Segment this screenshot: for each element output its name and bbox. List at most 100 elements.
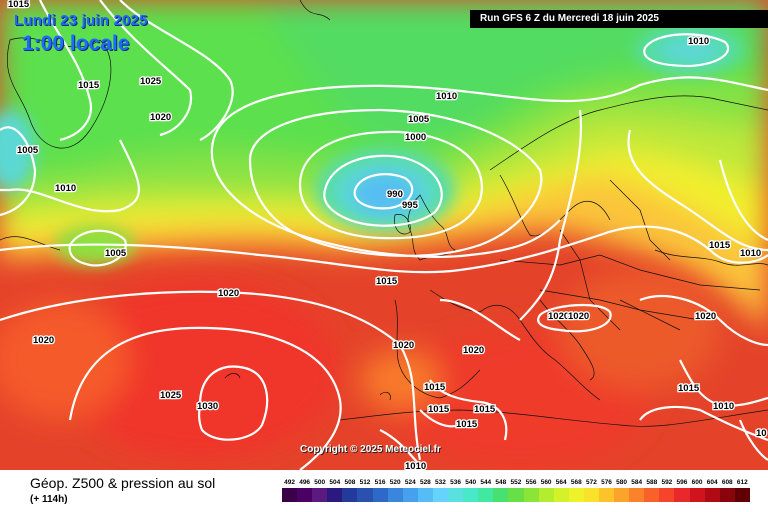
color-scale-label: 492 bbox=[284, 479, 295, 486]
color-scale-label: 556 bbox=[525, 479, 537, 486]
color-scale-label: 520 bbox=[389, 479, 401, 486]
isobar-label: 1005 bbox=[105, 248, 127, 259]
isobar-label: 1020 bbox=[695, 311, 716, 322]
color-scale-swatch bbox=[553, 488, 569, 502]
color-scale-swatch bbox=[568, 488, 584, 502]
color-scale-label: 532 bbox=[435, 479, 446, 486]
isobar-label: 990 bbox=[387, 189, 403, 200]
weather-map: 1015 1015 1025 1020 1005 1010 1010 1010 … bbox=[0, 0, 768, 470]
isobar-label: 1015 bbox=[424, 382, 446, 393]
forecast-time: 1:00 locale bbox=[22, 32, 130, 55]
color-scale-label: 580 bbox=[616, 479, 628, 486]
color-scale-swatch bbox=[372, 488, 388, 502]
color-scale-swatch bbox=[644, 488, 660, 502]
color-scale-label: 528 bbox=[419, 479, 431, 486]
color-scale-label: 564 bbox=[555, 479, 567, 486]
isobar-label: 1020 bbox=[568, 311, 589, 322]
color-scale-swatch bbox=[598, 488, 615, 502]
color-scale-swatch bbox=[674, 488, 690, 502]
isobar-label: 1010 bbox=[436, 91, 457, 102]
color-scale-label: 540 bbox=[465, 479, 477, 486]
isobar-label: 1020 bbox=[548, 311, 569, 322]
isobar-label: 1025 bbox=[140, 76, 162, 87]
isobar-label: 1020 bbox=[33, 335, 54, 346]
isobar-label: 1020 bbox=[218, 288, 239, 299]
color-scale-label: 596 bbox=[676, 479, 688, 486]
isobar-1010 bbox=[213, 76, 768, 136]
color-scale-label: 504 bbox=[329, 479, 341, 486]
color-scale-label: 548 bbox=[495, 479, 507, 486]
color-scale-label: 588 bbox=[646, 479, 658, 486]
isobar-label: 1020 bbox=[150, 112, 171, 123]
color-scale-label: 500 bbox=[314, 479, 326, 486]
isobar-label: 1015 bbox=[456, 419, 478, 430]
color-scale-label: 524 bbox=[404, 479, 416, 486]
isobar-1005 bbox=[248, 108, 543, 257]
color-scale-swatch bbox=[629, 488, 645, 502]
color-scale-label: 508 bbox=[344, 479, 356, 486]
color-scale: 492 496 500 504 508 512 516 520 524 528 532 536 540 5… bbox=[282, 478, 750, 502]
map-canvas: 1015 1015 1025 1020 1005 1010 1010 1010 … bbox=[0, 0, 768, 470]
color-scale-swatch bbox=[282, 488, 298, 502]
forecast-lead-time: (+ 114h) bbox=[30, 494, 68, 505]
color-scale-swatch bbox=[417, 488, 433, 502]
run-banner: Run GFS 6 Z du Mercredi 18 juin 2025 bbox=[470, 10, 768, 28]
isobar-1020-a bbox=[0, 290, 422, 461]
color-scale-label: 604 bbox=[706, 479, 718, 486]
color-scale-swatch bbox=[312, 488, 328, 502]
isobars bbox=[0, 0, 768, 470]
color-scale-swatch bbox=[508, 488, 524, 502]
color-scale-swatch bbox=[719, 488, 735, 502]
color-scale-swatch bbox=[432, 488, 449, 502]
color-scale-swatch bbox=[704, 488, 720, 502]
isobar-label: 1010 bbox=[688, 36, 709, 47]
color-scale-swatch bbox=[463, 488, 479, 502]
isobar-label: 1015 bbox=[709, 240, 731, 251]
isobar-label: 1010 bbox=[405, 461, 426, 470]
isobar-995 bbox=[323, 154, 443, 227]
geopotential-field bbox=[0, 0, 768, 470]
isobar-label: 1015 bbox=[376, 276, 398, 287]
isobar-label: 1015 bbox=[474, 404, 496, 415]
color-scale-label: 496 bbox=[299, 479, 311, 486]
color-scale-swatch bbox=[493, 488, 509, 502]
color-scale-label: 612 bbox=[736, 479, 748, 486]
color-scale-swatch bbox=[523, 488, 539, 502]
isobar-990 bbox=[353, 173, 414, 210]
color-scale-swatch bbox=[614, 488, 630, 502]
color-scale-bar bbox=[282, 488, 750, 502]
color-scale-label: 600 bbox=[691, 479, 703, 486]
color-scale-label: 544 bbox=[480, 479, 492, 486]
color-scale-swatch bbox=[734, 488, 750, 502]
color-scale-label: 608 bbox=[721, 479, 733, 486]
color-scale-swatch bbox=[357, 488, 373, 502]
color-scale-label: 560 bbox=[540, 479, 552, 486]
isobar-label: 1015 bbox=[78, 80, 100, 91]
color-scale-swatch bbox=[659, 488, 675, 502]
color-scale-swatch bbox=[387, 488, 403, 502]
isobar-label: 1015 bbox=[678, 383, 700, 394]
isobar-1000 bbox=[298, 130, 483, 240]
color-scale-swatch bbox=[327, 488, 343, 502]
isobar-label: 1010 bbox=[713, 401, 734, 412]
isobar-label: 1000 bbox=[405, 132, 426, 143]
isobar-label: 1005 bbox=[408, 114, 430, 125]
isobar-label: 10 bbox=[756, 428, 767, 439]
color-scale-label: 592 bbox=[661, 479, 673, 486]
isobar-label: 1010 bbox=[740, 248, 761, 259]
color-scale-swatch bbox=[448, 488, 464, 502]
color-scale-label: 584 bbox=[631, 479, 643, 486]
isobar-labels: 1015 1015 1025 1020 1005 1010 1010 1010 … bbox=[7, 0, 768, 470]
color-scale-labels: 492 496 500 504 508 512 516 520 524 528 532 536 540 5… bbox=[282, 478, 750, 488]
color-scale-swatch bbox=[538, 488, 554, 502]
forecast-date: Lundi 23 juin 2025 bbox=[14, 12, 148, 29]
map-title: Géop. Z500 & pression au sol bbox=[30, 475, 216, 491]
isobar-label: 1015 bbox=[428, 404, 450, 415]
color-scale-swatch bbox=[583, 488, 599, 502]
color-scale-label: 536 bbox=[450, 479, 461, 486]
isobar-1025 bbox=[68, 326, 342, 470]
copyright-notice: Copyright © 2025 Meteociel.fr bbox=[300, 444, 441, 455]
color-scale-swatch bbox=[402, 488, 418, 502]
color-scale-label: 572 bbox=[585, 479, 597, 486]
color-scale-label: 512 bbox=[359, 479, 371, 486]
